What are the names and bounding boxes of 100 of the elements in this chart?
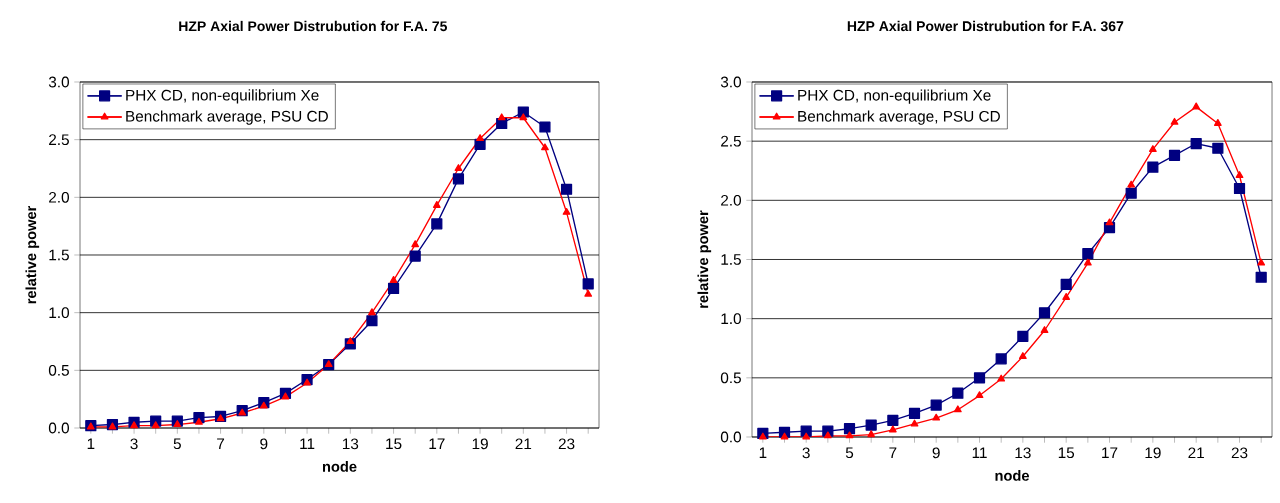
y-axis-title: relative power [25, 205, 40, 304]
legend-label: PHX CD, non-equilibrium Xe [798, 89, 991, 104]
point [887, 414, 899, 427]
point [952, 387, 964, 399]
point [584, 289, 593, 297]
point [195, 417, 203, 425]
point [1062, 292, 1071, 300]
x-tick-label: 7 [889, 447, 897, 458]
x-tick-label: 1 [87, 438, 95, 449]
y-tick-label: 2.0 [721, 194, 742, 206]
y-tick-label: 2.5 [721, 135, 741, 147]
x-tick-label: 17 [1102, 447, 1118, 458]
x-tick-label: 21 [515, 438, 532, 450]
point [582, 278, 594, 290]
point [519, 113, 528, 121]
y-tick-label: 2.5 [49, 134, 69, 146]
x-tick-label: 3 [130, 438, 138, 450]
point [259, 401, 268, 409]
point [930, 399, 942, 411]
y-tick-label: 3.0 [720, 76, 742, 88]
point [758, 432, 767, 440]
x-tick-label: 15 [386, 438, 402, 450]
point [932, 413, 941, 421]
point [1257, 258, 1266, 266]
point [800, 425, 812, 437]
point [387, 282, 400, 295]
point [560, 183, 573, 195]
point [1040, 326, 1049, 334]
point [910, 419, 919, 427]
point [1170, 117, 1179, 125]
point [539, 121, 551, 133]
x-tick-label: 11 [300, 438, 315, 449]
point [476, 134, 484, 142]
y-tick-label: 2.0 [49, 191, 69, 203]
point [845, 431, 854, 439]
point [802, 432, 811, 440]
point [865, 419, 877, 431]
y-tick-label: 1.5 [721, 254, 741, 265]
point [908, 407, 921, 419]
point [1190, 137, 1202, 150]
point [867, 430, 876, 438]
point [1192, 102, 1201, 110]
point [366, 315, 378, 327]
point [130, 421, 138, 429]
point [1255, 271, 1267, 283]
x-tick-label: 1 [759, 447, 767, 458]
point [1168, 149, 1181, 161]
point [454, 164, 463, 172]
point [1148, 145, 1157, 152]
x-tick-label: 9 [260, 438, 268, 450]
y-tick-label: 1.0 [721, 313, 742, 325]
x-tick-label: 7 [217, 438, 225, 449]
point [888, 425, 897, 433]
point [411, 240, 420, 248]
point [562, 207, 571, 215]
point [1212, 142, 1224, 154]
point [431, 218, 443, 230]
x-tick-label: 15 [1058, 447, 1075, 459]
point [108, 422, 117, 430]
x-tick-label: 23 [1231, 447, 1248, 459]
x-tick-label: 3 [802, 447, 810, 459]
x-tick-label: 5 [845, 447, 854, 459]
point [281, 392, 290, 400]
x-tick-label: 11 [972, 447, 987, 458]
point [780, 432, 789, 440]
point [1233, 182, 1246, 195]
point [1038, 307, 1051, 319]
point [1147, 161, 1159, 173]
point [973, 372, 986, 384]
point [368, 308, 376, 316]
y-axis-title: relative power [697, 210, 712, 308]
x-tick-label: 13 [342, 438, 359, 450]
point [1127, 180, 1136, 188]
legend-label: PHX CD, non-equilibrium Xe [126, 89, 319, 104]
y-tick-label: 0.0 [48, 422, 69, 434]
legend-label: Benchmark average, PSU CD [126, 110, 328, 125]
x-axis-title: node [322, 461, 357, 472]
point [1060, 278, 1072, 290]
point [953, 405, 962, 413]
point [1083, 258, 1092, 266]
point [409, 250, 421, 262]
x-tick-label: 23 [558, 438, 575, 450]
point [823, 431, 832, 439]
point [346, 337, 355, 345]
x-tick-label: 19 [472, 438, 488, 450]
point [995, 353, 1007, 365]
point [1018, 352, 1027, 360]
point [432, 201, 441, 208]
y-tick-label: 1.5 [49, 249, 69, 261]
y-tick-label: 0.0 [720, 431, 742, 443]
point [1017, 330, 1029, 343]
point [173, 420, 182, 428]
legend-label: Benchmark average, PSU CD [798, 110, 1000, 125]
x-tick-label: 13 [1015, 447, 1031, 459]
point [975, 391, 984, 399]
point [997, 374, 1006, 382]
x-tick-label: 17 [429, 438, 445, 449]
x-tick-label: 19 [1145, 447, 1161, 459]
point [1213, 119, 1222, 126]
point [151, 421, 160, 429]
